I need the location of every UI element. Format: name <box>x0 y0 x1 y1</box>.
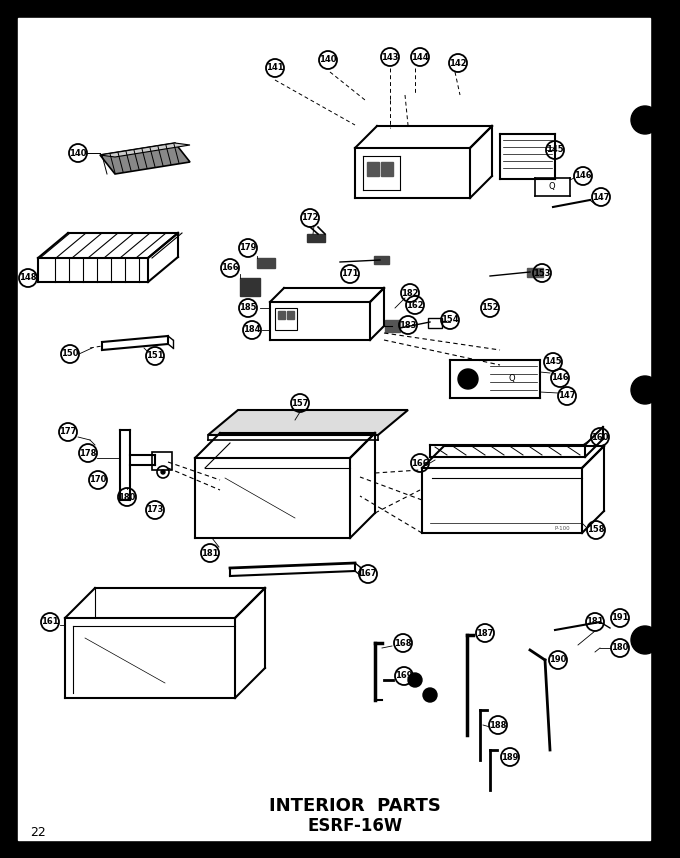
Bar <box>275 308 297 330</box>
Text: 167: 167 <box>359 570 377 578</box>
Text: 166: 166 <box>221 263 239 273</box>
Text: 188: 188 <box>490 721 507 729</box>
Text: 158: 158 <box>588 525 605 535</box>
Text: 154: 154 <box>441 316 459 324</box>
Text: Q: Q <box>509 374 515 384</box>
Bar <box>0 0 18 858</box>
Circle shape <box>631 376 659 404</box>
Text: 179: 179 <box>239 244 256 252</box>
Text: INTERIOR  PARTS: INTERIOR PARTS <box>269 797 441 815</box>
Text: 22: 22 <box>30 825 46 838</box>
Text: 181: 181 <box>201 548 219 558</box>
Text: 147: 147 <box>592 192 610 202</box>
Text: 153: 153 <box>533 269 551 277</box>
Text: P-100: P-100 <box>554 525 570 530</box>
Text: 142: 142 <box>449 58 466 68</box>
Text: 170: 170 <box>89 475 107 485</box>
Text: 161: 161 <box>41 618 58 626</box>
Bar <box>0 840 680 858</box>
Polygon shape <box>208 410 408 435</box>
Text: 146: 146 <box>551 373 568 383</box>
Text: 145: 145 <box>546 146 564 154</box>
Text: 144: 144 <box>411 52 429 62</box>
Text: 191: 191 <box>611 613 629 623</box>
Bar <box>0 0 680 18</box>
Text: 180: 180 <box>118 492 136 501</box>
Bar <box>287 311 294 319</box>
Bar <box>367 162 379 176</box>
Text: 177: 177 <box>59 427 77 437</box>
Text: 150: 150 <box>61 349 79 359</box>
Text: 187: 187 <box>476 629 494 637</box>
Text: 145: 145 <box>544 358 562 366</box>
Polygon shape <box>100 143 190 174</box>
Text: ESRF-16W: ESRF-16W <box>307 817 403 835</box>
Bar <box>152 452 172 470</box>
Text: 152: 152 <box>481 304 499 312</box>
Text: 173: 173 <box>146 505 164 515</box>
Bar <box>257 258 275 268</box>
Text: 190: 190 <box>549 656 566 664</box>
Text: 160: 160 <box>591 432 609 442</box>
Text: 171: 171 <box>341 269 359 279</box>
Circle shape <box>161 470 165 474</box>
Circle shape <box>631 626 659 654</box>
Circle shape <box>631 106 659 134</box>
Text: 140: 140 <box>319 56 337 64</box>
Polygon shape <box>100 143 190 157</box>
Text: 140: 140 <box>69 148 87 158</box>
Text: Q: Q <box>549 183 556 191</box>
Bar <box>428 318 442 328</box>
Text: 182: 182 <box>401 288 419 298</box>
Bar <box>278 311 285 319</box>
Bar <box>240 278 260 296</box>
Text: 143: 143 <box>381 52 398 62</box>
Circle shape <box>423 688 437 702</box>
Text: 181: 181 <box>586 618 604 626</box>
Text: 148: 148 <box>19 274 37 282</box>
Text: 169: 169 <box>395 672 413 680</box>
Bar <box>650 0 680 858</box>
Text: 147: 147 <box>558 391 576 401</box>
Text: 178: 178 <box>80 449 97 457</box>
Text: 168: 168 <box>394 638 412 648</box>
Text: 157: 157 <box>291 398 309 408</box>
Text: 189: 189 <box>501 752 519 762</box>
Text: 166: 166 <box>411 458 429 468</box>
Bar <box>374 256 389 264</box>
Text: 183: 183 <box>399 321 417 329</box>
Text: 151: 151 <box>146 352 164 360</box>
Circle shape <box>458 369 478 389</box>
Text: 146: 146 <box>574 172 592 180</box>
Bar <box>527 268 543 277</box>
Bar <box>385 320 400 332</box>
Text: 141: 141 <box>266 63 284 72</box>
Circle shape <box>408 673 422 687</box>
Bar <box>381 162 393 176</box>
Text: 162: 162 <box>406 300 424 310</box>
Text: 185: 185 <box>239 304 257 312</box>
Text: 172: 172 <box>301 214 319 222</box>
Text: 184: 184 <box>243 325 260 335</box>
Text: 180: 180 <box>611 644 629 652</box>
Bar <box>307 234 325 242</box>
